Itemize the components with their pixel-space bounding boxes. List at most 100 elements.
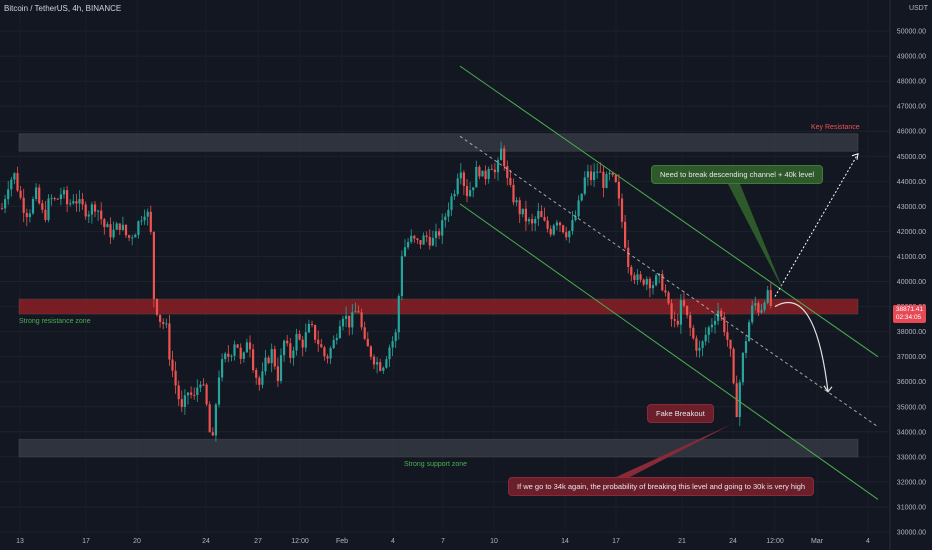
price-tick-label: 41000.00: [897, 254, 926, 261]
price-tick-label: 32000.00: [897, 479, 926, 486]
candle-body: [642, 279, 645, 285]
candle-body: [410, 235, 413, 242]
price-tick-label: 47000.00: [897, 104, 926, 111]
candle-body: [100, 210, 103, 220]
candle-body: [87, 214, 90, 217]
candle-body: [512, 184, 515, 203]
price-axis[interactable]: 30000.00 31000.00 32000.00 33000.00 34000.00…: [897, 29, 926, 537]
price-tick-label: 42000.00: [897, 229, 926, 236]
candle-body: [496, 160, 500, 173]
candle-body: [720, 310, 723, 317]
candle-body: [121, 224, 124, 230]
candle-body: [639, 274, 642, 280]
rejection-arrowhead: [823, 385, 833, 393]
time-tick-label: 17: [612, 538, 620, 545]
time-tick-label: 12:00: [291, 538, 309, 545]
candle-body: [103, 219, 106, 228]
candle-body: [664, 290, 667, 293]
candle-body: [732, 348, 735, 384]
candle-body: [152, 231, 155, 299]
price-tick-label: 46000.00: [897, 129, 926, 136]
candle-body: [186, 392, 190, 396]
candle-body: [444, 216, 447, 221]
time-axis[interactable]: 13 17 20 24 27 12:00 Feb 4 7 10 14 17 21 24 12:00 Mar 4: [16, 538, 870, 545]
candle-body: [707, 327, 710, 335]
candle-body: [289, 343, 292, 358]
candle-body: [53, 198, 56, 200]
candle-body: [242, 352, 245, 359]
price-tick-label: 44000.00: [897, 179, 926, 186]
candle-body: [62, 190, 66, 195]
candle-body: [555, 222, 558, 226]
candle-body: [301, 339, 304, 348]
candle-body: [28, 213, 31, 218]
candle-body: [400, 256, 403, 297]
breakout-condition-note: Need to break descending channel + 40k l…: [651, 165, 824, 184]
candle-body: [307, 324, 310, 333]
candle-body: [673, 319, 676, 321]
breakout-projection: [774, 153, 859, 297]
candle-body: [248, 342, 252, 350]
candle-body: [236, 344, 239, 348]
candle-body: [155, 298, 159, 315]
candle-body: [332, 340, 335, 349]
candle-body: [605, 174, 608, 188]
candle-body: [608, 172, 611, 175]
candle-body: [323, 347, 326, 357]
time-tick-label: 14: [561, 538, 569, 545]
time-tick-label: 13: [16, 538, 24, 545]
candle-body: [7, 189, 10, 200]
candle-body: [487, 168, 490, 180]
candle-body: [676, 320, 679, 325]
candle-body: [620, 198, 624, 222]
price-tick-label: 30000.00: [897, 530, 926, 537]
candle-body: [196, 387, 199, 396]
current-price-tag: 38871.41 02:34:05: [892, 305, 926, 323]
candle-body: [713, 320, 717, 325]
candle-body: [44, 209, 47, 221]
candle-body: [558, 222, 562, 226]
candle-body: [574, 216, 577, 221]
candle-body: [397, 296, 400, 333]
candle-body: [304, 332, 307, 348]
candle-body: [183, 395, 186, 407]
candle-body: [109, 224, 112, 238]
candle-body: [35, 187, 38, 200]
price-tick-label: 37000.00: [897, 354, 926, 361]
candle-body: [56, 198, 59, 200]
candle-body: [208, 404, 211, 433]
candle-body: [465, 185, 469, 197]
bar-countdown: 02:34:05: [895, 314, 922, 321]
candle-body: [633, 275, 636, 280]
candle-body: [137, 221, 140, 235]
candle-body: [580, 193, 583, 201]
time-tick-label: 27: [254, 538, 262, 545]
candle-body: [748, 322, 751, 342]
candle-body: [264, 357, 267, 372]
candle-body: [50, 198, 53, 200]
candle-body: [760, 309, 763, 313]
candle-body: [546, 220, 549, 229]
candle-body: [490, 168, 493, 170]
candle-body: [766, 290, 769, 303]
candle-body: [47, 198, 50, 221]
candle-body: [19, 190, 22, 198]
candle-body: [217, 377, 221, 405]
candle-body: [115, 223, 118, 230]
time-tick-label: 20: [133, 538, 141, 545]
candle-body: [447, 209, 450, 217]
candle-body: [596, 171, 599, 173]
candle-body: [252, 349, 255, 371]
price-tick-label: 45000.00: [897, 154, 926, 161]
candle-body: [741, 352, 744, 383]
candle-body: [360, 312, 363, 328]
candle-body: [506, 166, 509, 179]
candle-body: [484, 170, 487, 180]
candle-body: [134, 234, 137, 238]
candle-body: [131, 237, 134, 239]
candle-body: [341, 318, 345, 327]
price-tick-label: 31000.00: [897, 504, 926, 511]
candle-body: [391, 341, 394, 348]
price-tick-label: 34000.00: [897, 429, 926, 436]
